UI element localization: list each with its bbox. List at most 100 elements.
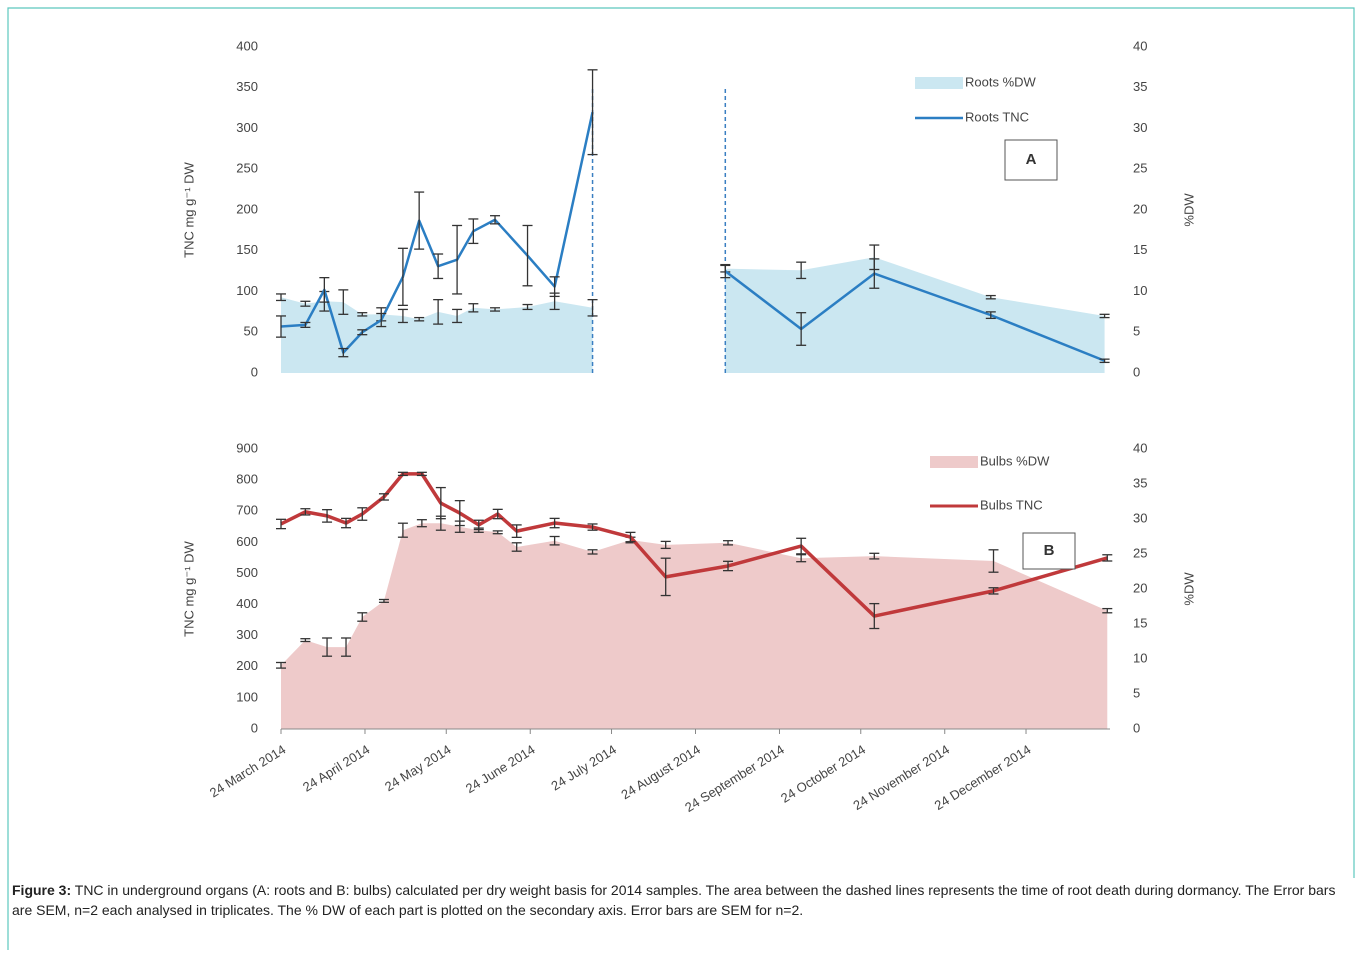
y-tick-label: 200 — [236, 201, 258, 216]
y2-tick-label: 10 — [1133, 650, 1147, 665]
error-bar — [357, 612, 368, 622]
error-bar — [660, 540, 671, 550]
error-bar — [988, 549, 999, 573]
error-bar — [511, 542, 522, 552]
caption: Figure 3: TNC in underground organs (A: … — [12, 880, 1347, 920]
error-bar — [796, 261, 807, 280]
y-tick-label: 500 — [236, 565, 258, 580]
legend-label: Bulbs TNC — [980, 497, 1043, 512]
error-bar — [276, 661, 286, 669]
error-bar — [511, 524, 522, 539]
error-bar — [357, 507, 368, 521]
error-bar — [452, 224, 463, 295]
x-tick-label: 24 October 2014 — [778, 742, 868, 806]
error-bar — [492, 530, 503, 535]
error-bar — [397, 471, 408, 477]
y-tick-label: 800 — [236, 472, 258, 487]
y-tick-label: 0 — [251, 364, 258, 379]
y-tick-label: 700 — [236, 503, 258, 518]
y2-tick-label: 0 — [1133, 364, 1140, 379]
y-tick-label: 400 — [236, 38, 258, 53]
frame — [7, 7, 1355, 950]
y-tick-label: 250 — [236, 161, 258, 176]
error-bar — [985, 311, 996, 320]
y2-tick-label: 25 — [1133, 161, 1147, 176]
error-bar — [397, 522, 408, 538]
error-bar — [397, 308, 408, 324]
legend-swatch — [930, 456, 978, 468]
error-bar — [473, 519, 484, 531]
y-tick-label: 600 — [236, 534, 258, 549]
area — [281, 257, 1105, 373]
y-tick-label: 300 — [236, 120, 258, 135]
y-tick-label: 100 — [236, 283, 258, 298]
error-bar — [490, 307, 501, 312]
y-tick-label: 400 — [236, 596, 258, 611]
error-bar — [276, 315, 286, 338]
error-bar — [587, 549, 598, 555]
error-bar — [723, 540, 734, 546]
x-tick-label: 24 July 2014 — [548, 742, 618, 794]
y2-tick-label: 15 — [1133, 242, 1147, 257]
y-tick-label: 900 — [236, 440, 258, 455]
y-axis-label: TNC mg g⁻¹ DW — [181, 161, 196, 257]
area — [281, 523, 1108, 729]
error-bar — [454, 499, 465, 527]
error-bar — [414, 191, 425, 250]
error-bar — [378, 598, 389, 603]
error-bar — [1099, 313, 1110, 319]
y-tick-label: 150 — [236, 242, 258, 257]
panel-label-box — [1022, 532, 1076, 570]
error-bar — [416, 519, 427, 528]
error-bar — [357, 312, 368, 317]
x-tick-label: 24 August 2014 — [618, 742, 703, 803]
y2-tick-label: 20 — [1133, 580, 1147, 595]
error-bar — [319, 276, 330, 303]
y-axis-label: TNC mg g⁻¹ DW — [181, 540, 196, 636]
error-bar — [492, 508, 503, 520]
error-bar — [1099, 358, 1110, 364]
error-bar — [587, 298, 598, 317]
y2-axis-label: %DW — [1181, 193, 1196, 227]
error-bar — [522, 303, 533, 311]
x-tick-label: 24 March 2014 — [207, 742, 289, 801]
error-bar — [300, 321, 311, 329]
x-tick-label: 24 May 2014 — [382, 742, 454, 795]
y2-tick-label: 20 — [1133, 201, 1147, 216]
y-tick-label: 50 — [244, 324, 258, 339]
error-bar — [452, 308, 463, 324]
legend-label: Roots %DW — [965, 74, 1037, 89]
error-bar — [587, 69, 598, 156]
y2-tick-label: 25 — [1133, 545, 1147, 560]
y2-tick-label: 5 — [1133, 685, 1140, 700]
error-bar — [549, 535, 560, 546]
error-bar — [357, 329, 368, 336]
error-bar — [796, 554, 807, 563]
legend-label: Roots TNC — [965, 109, 1029, 124]
y2-axis-label: %DW — [1181, 572, 1196, 606]
error-bar — [416, 471, 427, 477]
error-bar — [869, 258, 880, 289]
error-bar — [378, 493, 389, 501]
error-bar — [490, 215, 501, 225]
legend-swatch — [915, 77, 963, 89]
error-bar — [433, 298, 444, 325]
error-bar — [276, 293, 286, 302]
caption-label: Figure 3: — [12, 882, 72, 898]
error-bar — [625, 531, 636, 543]
error-bar — [549, 517, 560, 529]
error-bar — [300, 638, 311, 643]
error-bar — [522, 224, 533, 287]
error-bar — [276, 518, 286, 530]
line — [280, 472, 1108, 618]
y2-tick-label: 10 — [1133, 283, 1147, 298]
error-bar — [468, 303, 479, 313]
error-bar — [1102, 607, 1113, 614]
error-bar — [376, 312, 387, 328]
error-bar — [985, 294, 996, 300]
y2-tick-label: 0 — [1133, 720, 1140, 735]
error-bar — [433, 253, 444, 280]
error-bar — [869, 552, 880, 560]
